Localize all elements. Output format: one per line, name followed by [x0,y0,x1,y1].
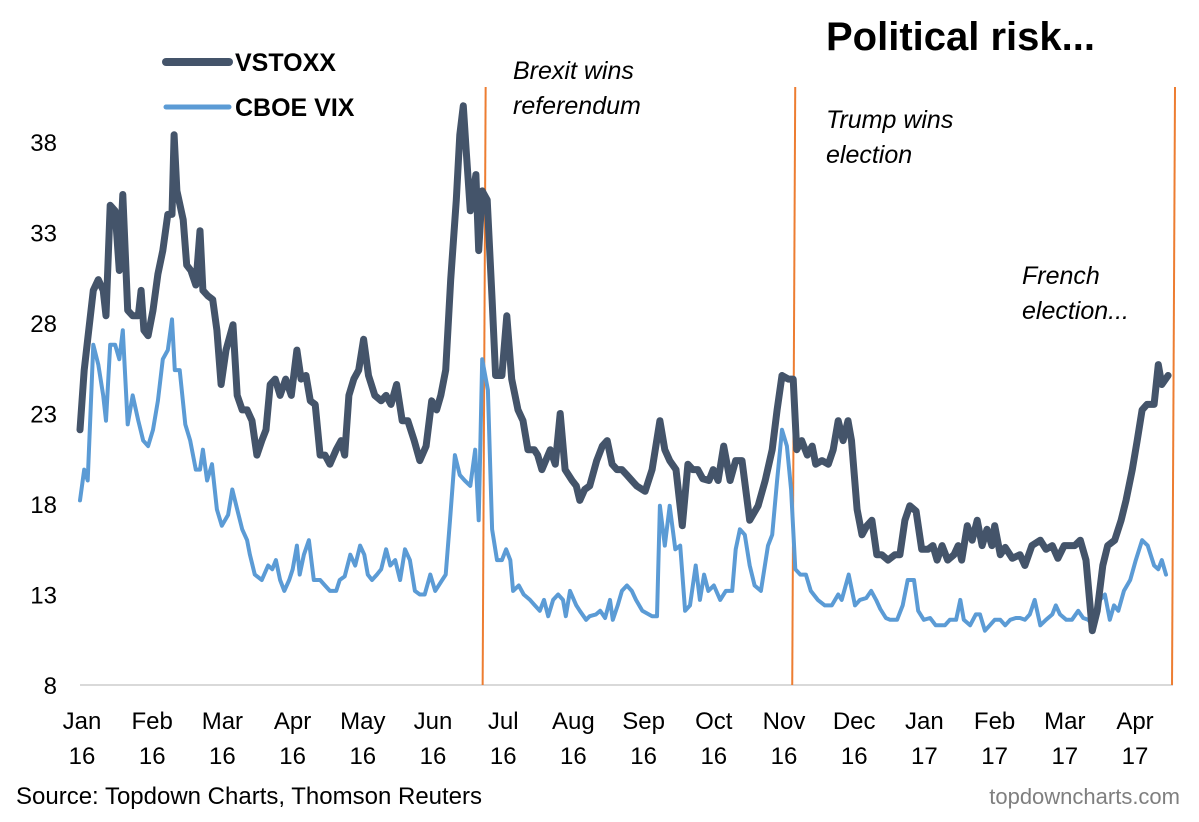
y-axis: 8 13 18 23 28 33 38 [30,130,57,700]
y-tick-label: 33 [30,221,57,248]
x-tick-year: 16 [630,743,657,770]
x-tick-month: Jun [414,708,453,735]
annotation-french-line1: French [1022,262,1100,290]
source-note: Source: Topdown Charts, Thomson Reuters [16,783,482,810]
x-tick-month: Mar [202,708,243,735]
x-tick-month: Feb [132,708,173,735]
x-tick-year: 17 [1051,743,1078,770]
x-tick-month: Feb [974,708,1015,735]
annotation-french-line2: election... [1022,297,1129,325]
x-tick-month: May [340,708,385,735]
y-tick-label: 13 [30,583,57,610]
event-marker-lines [481,86,1177,686]
legend-label-vix: CBOE VIX [235,94,355,122]
x-tick-year: 16 [700,743,727,770]
brand-watermark: topdowncharts.com [989,784,1180,809]
y-tick-label: 8 [44,673,57,700]
x-tick-year: 16 [279,743,306,770]
x-tick-month: Oct [695,708,733,735]
x-tick-year: 16 [209,743,236,770]
x-tick-year: 17 [911,743,938,770]
annotation-brexit-line2: referendum [513,92,641,120]
series-line-cboe-vix [78,317,1168,633]
x-tick-month: Nov [763,708,806,735]
event-marker-line [1171,86,1177,686]
y-tick-label: 18 [30,492,57,519]
series-lines [76,102,1172,635]
x-tick-month: Aug [552,708,595,735]
x-tick-year: 16 [490,743,517,770]
x-tick-year: 17 [1122,743,1149,770]
annotation-brexit-line1: Brexit wins [513,57,634,85]
x-tick-year: 16 [69,743,96,770]
annotation-trump-line2: election [826,141,912,169]
x-tick-month: Jan [63,708,102,735]
event-annotations: Brexit wins referendum Trump wins electi… [513,57,1129,325]
x-axis: Jan 16 Feb 16 Mar 16 Apr 16 May 16 Jun 16 Jul 16 Aug 16… [63,708,1154,770]
x-tick-year: 16 [349,743,376,770]
x-tick-month: Sep [622,708,665,735]
legend: VSTOXX CBOE VIX [162,49,355,122]
x-tick-year: 16 [420,743,447,770]
x-tick-month: Apr [274,708,311,735]
series-line-vstoxx [76,102,1172,635]
y-tick-label: 23 [30,402,57,429]
x-tick-year: 16 [560,743,587,770]
chart-title: Political risk... [826,15,1095,59]
x-tick-year: 16 [771,743,798,770]
x-tick-month: Mar [1044,708,1085,735]
y-tick-label: 28 [30,311,57,338]
x-tick-year: 16 [841,743,868,770]
x-tick-month: Apr [1116,708,1153,735]
x-tick-year: 17 [981,743,1008,770]
annotation-trump-line1: Trump wins [826,106,953,134]
x-tick-year: 16 [139,743,166,770]
x-tick-month: Dec [833,708,876,735]
x-tick-month: Jul [488,708,519,735]
x-tick-month: Jan [905,708,944,735]
event-marker-line [481,86,487,686]
legend-label-vstoxx: VSTOXX [235,49,336,77]
y-tick-label: 38 [30,130,57,157]
